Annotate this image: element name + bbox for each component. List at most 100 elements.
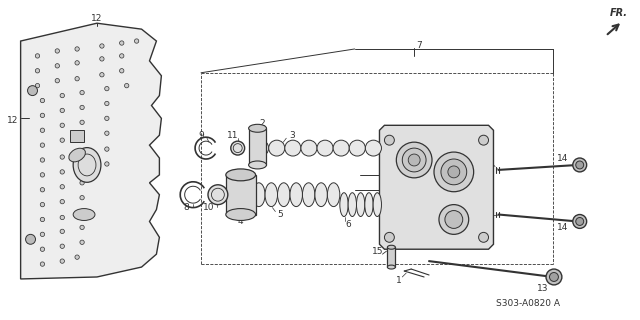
Circle shape [60, 259, 65, 263]
Circle shape [28, 86, 38, 96]
Ellipse shape [248, 161, 266, 169]
Circle shape [439, 204, 468, 234]
Ellipse shape [73, 148, 101, 182]
Text: 4: 4 [238, 217, 243, 226]
Circle shape [408, 154, 420, 166]
Ellipse shape [208, 185, 228, 204]
Ellipse shape [69, 148, 85, 162]
Text: 12: 12 [92, 14, 102, 23]
Ellipse shape [248, 124, 266, 132]
Ellipse shape [365, 140, 381, 156]
Circle shape [75, 255, 79, 259]
Circle shape [120, 41, 124, 45]
Text: 14: 14 [557, 154, 568, 163]
Circle shape [100, 44, 104, 48]
Circle shape [445, 211, 463, 228]
Circle shape [105, 116, 109, 121]
Circle shape [100, 73, 104, 77]
Circle shape [60, 229, 65, 234]
Circle shape [396, 142, 432, 178]
Polygon shape [248, 128, 266, 165]
Circle shape [80, 151, 84, 155]
Circle shape [60, 155, 65, 159]
Ellipse shape [356, 193, 365, 217]
Ellipse shape [365, 193, 373, 217]
Circle shape [80, 120, 84, 124]
Ellipse shape [226, 169, 255, 181]
Circle shape [60, 108, 65, 113]
Circle shape [55, 78, 60, 83]
Ellipse shape [387, 265, 396, 269]
Ellipse shape [231, 141, 244, 155]
Text: 7: 7 [416, 41, 422, 50]
Circle shape [385, 135, 394, 145]
Circle shape [479, 135, 488, 145]
Circle shape [105, 162, 109, 166]
Ellipse shape [301, 140, 317, 156]
Circle shape [125, 84, 129, 88]
Circle shape [573, 214, 587, 228]
Ellipse shape [333, 140, 349, 156]
Circle shape [441, 159, 467, 185]
Text: S303-A0820 A: S303-A0820 A [496, 299, 560, 308]
Circle shape [576, 218, 584, 225]
Circle shape [80, 91, 84, 95]
Circle shape [60, 138, 65, 142]
Circle shape [60, 215, 65, 220]
Circle shape [105, 131, 109, 135]
Circle shape [448, 166, 460, 178]
Circle shape [55, 64, 60, 68]
Ellipse shape [226, 209, 255, 220]
Circle shape [26, 234, 35, 244]
Ellipse shape [387, 245, 396, 249]
Circle shape [550, 273, 559, 281]
Text: 5: 5 [278, 210, 284, 219]
Text: 15: 15 [372, 247, 383, 256]
Text: 10: 10 [204, 203, 215, 212]
Circle shape [40, 173, 45, 177]
Text: 1: 1 [396, 276, 402, 285]
Text: 13: 13 [538, 284, 548, 293]
Ellipse shape [290, 183, 303, 207]
Circle shape [60, 199, 65, 204]
Circle shape [80, 211, 84, 216]
Circle shape [40, 262, 45, 266]
Circle shape [80, 166, 84, 170]
Ellipse shape [328, 183, 340, 207]
Circle shape [576, 161, 584, 169]
Ellipse shape [373, 193, 381, 217]
Ellipse shape [278, 183, 290, 207]
Circle shape [60, 185, 65, 189]
Circle shape [105, 147, 109, 151]
Circle shape [80, 240, 84, 244]
Ellipse shape [303, 183, 315, 207]
Ellipse shape [253, 140, 269, 156]
Ellipse shape [253, 183, 265, 207]
Circle shape [35, 84, 40, 88]
Circle shape [60, 244, 65, 248]
Circle shape [80, 196, 84, 200]
Text: 3: 3 [289, 131, 295, 140]
Circle shape [80, 105, 84, 110]
Circle shape [40, 247, 45, 252]
Circle shape [546, 269, 562, 285]
Circle shape [434, 152, 474, 192]
Circle shape [385, 232, 394, 242]
Text: 14: 14 [557, 223, 568, 232]
Ellipse shape [317, 140, 333, 156]
Circle shape [60, 123, 65, 127]
Polygon shape [387, 247, 396, 267]
Circle shape [100, 57, 104, 61]
Text: 6: 6 [345, 220, 351, 229]
Circle shape [40, 98, 45, 103]
Text: 2: 2 [260, 119, 266, 128]
Ellipse shape [73, 209, 95, 220]
Text: 11: 11 [227, 131, 239, 140]
Circle shape [80, 135, 84, 140]
Circle shape [80, 180, 84, 185]
Polygon shape [70, 130, 84, 142]
Circle shape [60, 93, 65, 98]
Circle shape [105, 86, 109, 91]
Ellipse shape [349, 140, 365, 156]
Circle shape [573, 158, 587, 172]
